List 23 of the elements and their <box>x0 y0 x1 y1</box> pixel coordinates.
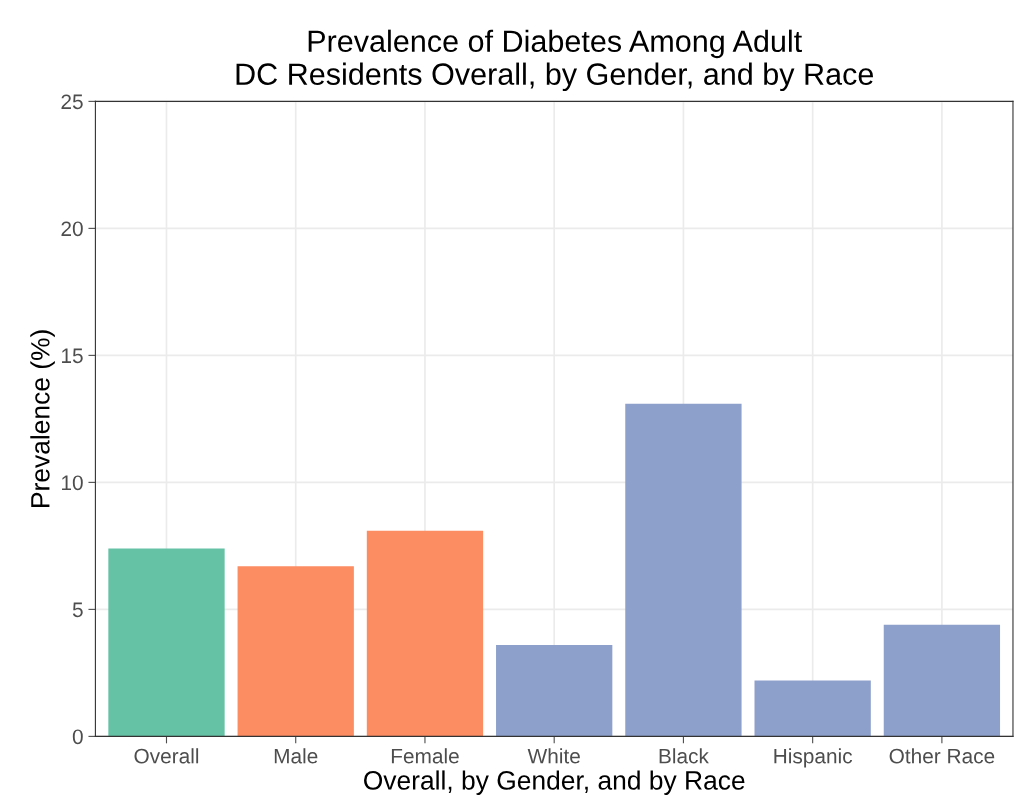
bar <box>108 548 225 737</box>
y-tick-label: 25 <box>61 94 83 110</box>
bar <box>237 566 354 737</box>
y-tick-label: 5 <box>72 602 83 618</box>
x-tick-label: Other Race <box>889 748 995 764</box>
x-tick-label: Hispanic <box>774 748 853 768</box>
x-tick-label: Male <box>274 748 318 764</box>
y-tick-label: 0 <box>72 729 83 745</box>
y-tick-label: 15 <box>62 348 83 364</box>
x-tick-label: Female <box>391 748 459 764</box>
x-axis-title: Overall, by Gender, and by Race <box>364 770 745 795</box>
bar <box>754 680 871 737</box>
x-tick-label: Overall <box>134 748 199 764</box>
y-tick-label: 10 <box>62 475 83 491</box>
x-tick-label: Black <box>659 748 709 764</box>
bar <box>625 403 742 737</box>
y-axis-title: Prevalence (%) <box>30 330 55 507</box>
chart-title: Prevalence of Diabetes Among Adult DC Residents Overall, by Gender, and by Race <box>236 29 873 92</box>
bar <box>496 644 613 737</box>
bar <box>883 624 1001 737</box>
bar <box>366 530 484 737</box>
x-tick-label: White <box>527 748 580 764</box>
y-tick-label: 20 <box>61 221 83 237</box>
